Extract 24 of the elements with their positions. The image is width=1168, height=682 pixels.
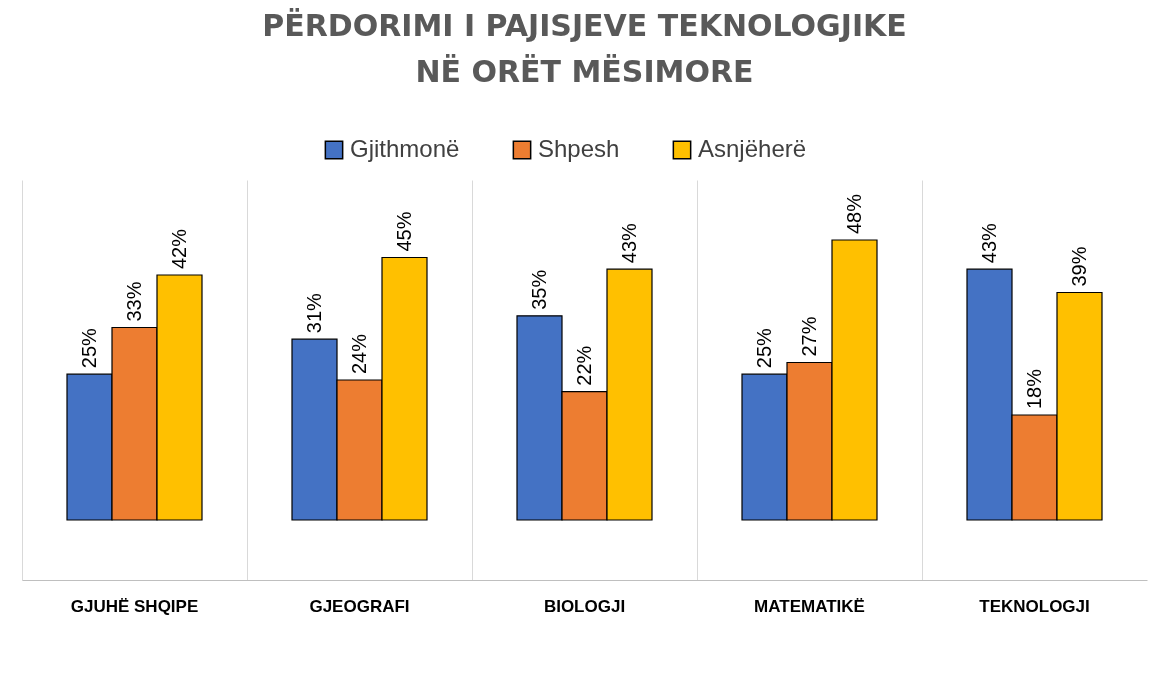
x-tick-label: TEKNOLOGJI (979, 596, 1090, 616)
data-label: 33% (122, 281, 145, 322)
legend-label: Shpesh (538, 135, 620, 162)
data-label: 45% (392, 211, 415, 252)
data-label: 42% (167, 228, 190, 269)
data-label: 39% (1067, 246, 1090, 287)
data-label: 35% (527, 269, 550, 310)
data-label: 22% (572, 345, 595, 386)
data-label: 25% (77, 327, 100, 369)
data-label: 31% (302, 292, 325, 334)
legend-label: Asnjëherë (698, 135, 807, 162)
data-label: 43% (617, 222, 640, 264)
x-tick-label: BIOLOGJI (543, 596, 626, 616)
data-label: 27% (797, 316, 820, 357)
data-label: 18% (1022, 368, 1045, 409)
legend-label: Gjithmonë (350, 135, 460, 162)
data-label: 48% (842, 193, 865, 234)
data-label: 24% (347, 333, 370, 374)
data-label: 43% (977, 222, 1000, 264)
chart-title: PËRDORIMI I PAJISJEVE TEKNOLOGJIKE NË ORËT MËSIMORE (262, 8, 907, 89)
x-tick-label: MATEMATIKË (754, 596, 865, 616)
x-tick-label: GJUHË SHQIPE (70, 596, 199, 616)
x-tick-label: GJEOGRAFI (309, 596, 410, 616)
data-label: 25% (752, 327, 775, 369)
